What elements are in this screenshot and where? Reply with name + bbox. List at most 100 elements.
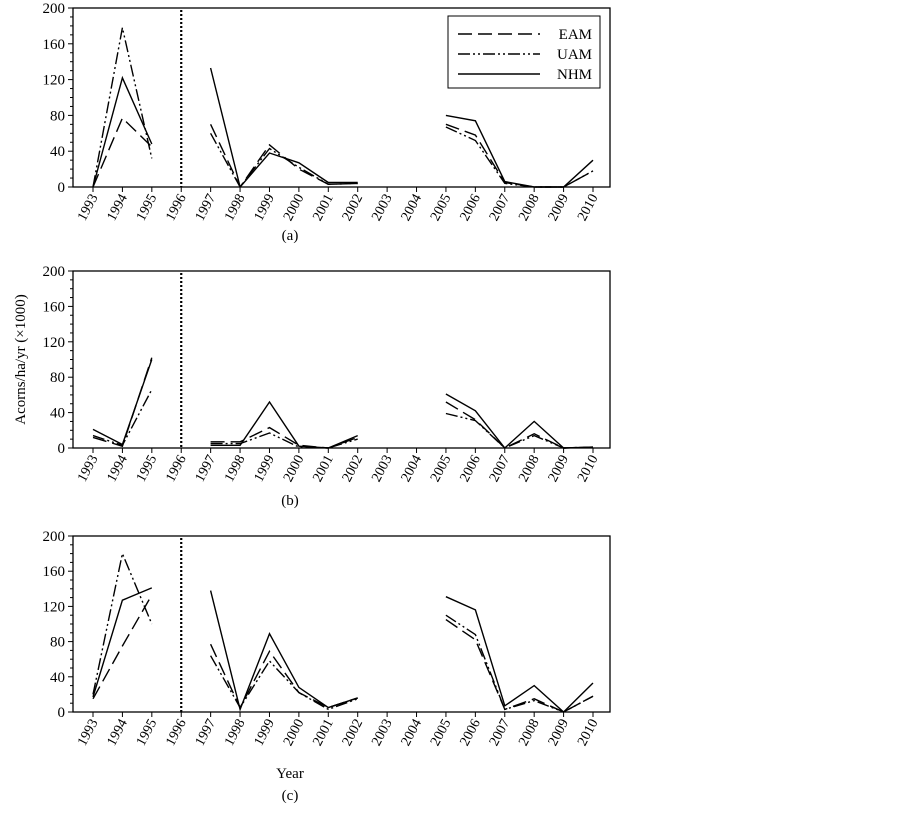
series-line-nhm — [210, 400, 358, 449]
series-line-uam — [92, 27, 153, 188]
x-tick-label: 1996 — [163, 453, 189, 485]
x-tick-label: 2000 — [281, 453, 307, 485]
y-tick-label: 200 — [43, 1, 66, 17]
series-line-uam — [209, 132, 358, 189]
x-tick-label: 2009 — [546, 192, 572, 224]
series-line-eam — [92, 116, 153, 188]
y-tick-label: 120 — [43, 599, 66, 615]
x-tick-label: 2001 — [310, 192, 336, 224]
x-tick-label: 2003 — [369, 192, 395, 224]
x-tick-label: 1999 — [252, 453, 278, 485]
y-tick-label: 120 — [43, 335, 66, 351]
series-line-nhm — [92, 359, 153, 446]
x-tick-label: 1998 — [222, 717, 248, 749]
x-tick-label: 2000 — [281, 192, 307, 224]
plot-frame — [72, 270, 611, 449]
series-line-uam — [209, 655, 358, 711]
x-tick-label: 1993 — [75, 453, 101, 485]
chart-panel-1: 0 40 80 120 160 200 1993 1994 1995 1996 1997 1998 19… — [43, 1, 611, 244]
legend: EAM UAM NHM — [447, 15, 601, 89]
plot-frame — [72, 535, 611, 713]
x-tick-label: 2003 — [369, 717, 395, 749]
x-tick-label: 2002 — [340, 717, 366, 749]
x-tick-label: 2010 — [575, 453, 601, 485]
series-line-nhm — [445, 393, 594, 450]
y-tick-label: 80 — [50, 635, 65, 651]
y-axis-label: Acorns/ha/yr (×1000) — [13, 294, 29, 425]
x-tick-label: 1997 — [193, 453, 219, 485]
panel-label: (b) — [281, 493, 299, 509]
y-tick-label: 40 — [50, 144, 65, 160]
x-tick-label: 2002 — [340, 453, 366, 485]
x-axis-label: Year — [276, 766, 304, 782]
y-tick-label: 80 — [50, 370, 65, 386]
x-tick-label: 1994 — [105, 192, 131, 224]
panel-label: (c) — [282, 788, 299, 804]
x-tick-label: 1995 — [134, 453, 160, 485]
series-line-eam — [445, 123, 594, 188]
x-tick-label: 1998 — [222, 192, 248, 224]
y-tick-label: 160 — [43, 37, 66, 53]
x-tick-label: 2001 — [310, 717, 336, 749]
x-tick-label: 2007 — [487, 453, 513, 485]
x-tick-label: 2005 — [428, 192, 454, 224]
x-tick-label: 2007 — [487, 717, 513, 749]
x-tick-label: 2007 — [487, 192, 513, 224]
series-line-nhm — [209, 67, 358, 189]
x-tick-label: 2010 — [575, 717, 601, 749]
series-line-uam — [445, 614, 594, 713]
x-tick-label: 2009 — [546, 717, 572, 749]
x-tick-label: 2006 — [457, 192, 483, 224]
y-tick-label: 0 — [58, 180, 66, 196]
series-line-eam — [445, 619, 594, 713]
series-line-nhm — [445, 114, 594, 188]
x-tick-label: 2009 — [546, 453, 572, 485]
y-tick-label: 0 — [58, 441, 66, 457]
x-tick-label: 2004 — [399, 192, 425, 224]
x-tick-label: 2006 — [457, 717, 483, 749]
y-tick-label: 160 — [43, 564, 66, 580]
x-tick-label: 1993 — [75, 717, 101, 749]
x-tick-label: 1996 — [163, 192, 189, 224]
x-tick-label: 2008 — [516, 717, 542, 749]
y-tick-label: 40 — [50, 670, 65, 686]
x-tick-label: 2000 — [281, 717, 307, 749]
x-tick-label: 1997 — [193, 192, 219, 224]
series-line-nhm — [209, 590, 358, 712]
x-tick-label: 2001 — [310, 453, 336, 485]
series-line-eam — [92, 357, 153, 448]
series-line-nhm — [92, 75, 153, 188]
x-tick-label: 1997 — [193, 717, 219, 749]
x-tick-label: 2008 — [516, 453, 542, 485]
series-line-uam — [445, 412, 594, 449]
series-line-eam — [92, 594, 153, 700]
chart-panel-3: 0 40 80 120 160 200 1993 1994 1995 1996 1997 1998 19… — [43, 529, 611, 804]
series-line-nhm — [92, 587, 153, 698]
y-tick-label: 120 — [43, 73, 66, 89]
panel-label: (a) — [282, 228, 299, 244]
legend-label-nhm: NHM — [557, 67, 592, 83]
y-tick-label: 160 — [43, 299, 66, 315]
x-tick-label: 2003 — [369, 453, 395, 485]
x-tick-label: 1993 — [75, 192, 101, 224]
series-line-nhm — [445, 596, 594, 713]
x-tick-label: 2002 — [340, 192, 366, 224]
y-tick-label: 0 — [58, 705, 66, 721]
x-tick-label: 2005 — [428, 453, 454, 485]
x-tick-label: 1996 — [163, 717, 189, 749]
x-tick-label: 2004 — [399, 453, 425, 485]
legend-label-eam: EAM — [559, 27, 592, 43]
x-tick-label: 1999 — [252, 717, 278, 749]
x-tick-label: 1995 — [134, 717, 160, 749]
series-line-uam — [445, 126, 594, 188]
x-tick-label: 1995 — [134, 192, 160, 224]
x-tick-label: 2005 — [428, 717, 454, 749]
legend-label-uam: UAM — [557, 47, 592, 63]
x-tick-label: 2006 — [457, 453, 483, 485]
series-line-uam — [92, 551, 153, 695]
x-tick-label: 1999 — [252, 192, 278, 224]
x-tick-label: 2008 — [516, 192, 542, 224]
x-tick-label: 2010 — [575, 192, 601, 224]
x-tick-label: 1994 — [105, 717, 131, 749]
